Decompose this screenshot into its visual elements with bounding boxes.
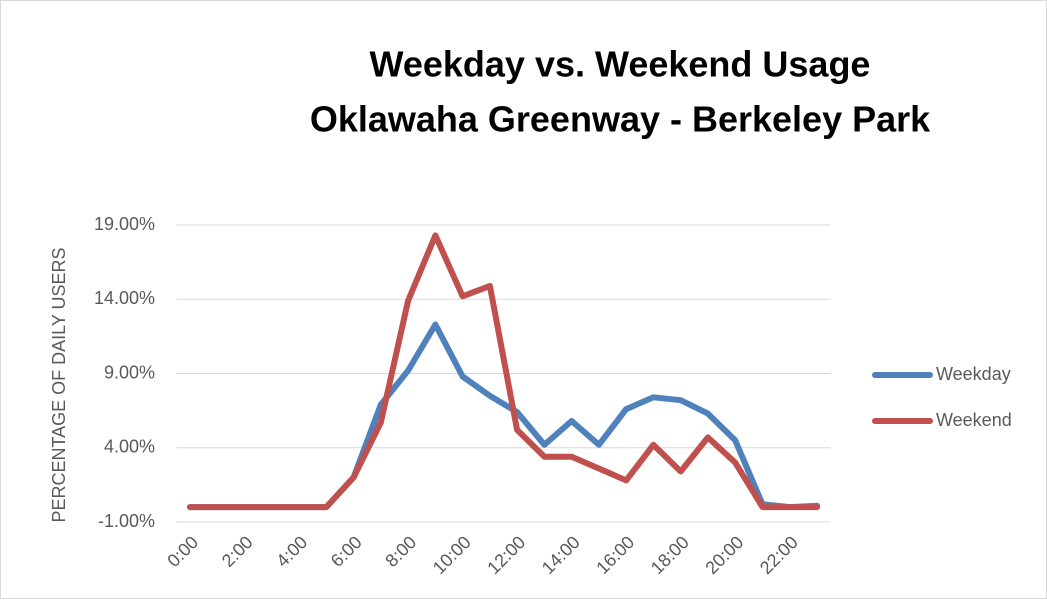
chart-title: Oklawaha Greenway - Berkeley Park xyxy=(310,99,931,140)
y-axis-title: PERCENTAGE OF DAILY USERS xyxy=(49,247,69,522)
y-tick-label: -1.00% xyxy=(98,511,155,531)
legend-label: Weekday xyxy=(936,364,1011,384)
y-tick-label: 19.00% xyxy=(94,214,155,234)
legend-label: Weekend xyxy=(936,410,1012,430)
series-line xyxy=(187,232,820,511)
y-tick-label: 14.00% xyxy=(94,288,155,308)
y-tick-label: 4.00% xyxy=(104,437,155,457)
y-tick-label: 9.00% xyxy=(104,362,155,382)
chart-title: Weekday vs. Weekend Usage xyxy=(370,44,871,85)
